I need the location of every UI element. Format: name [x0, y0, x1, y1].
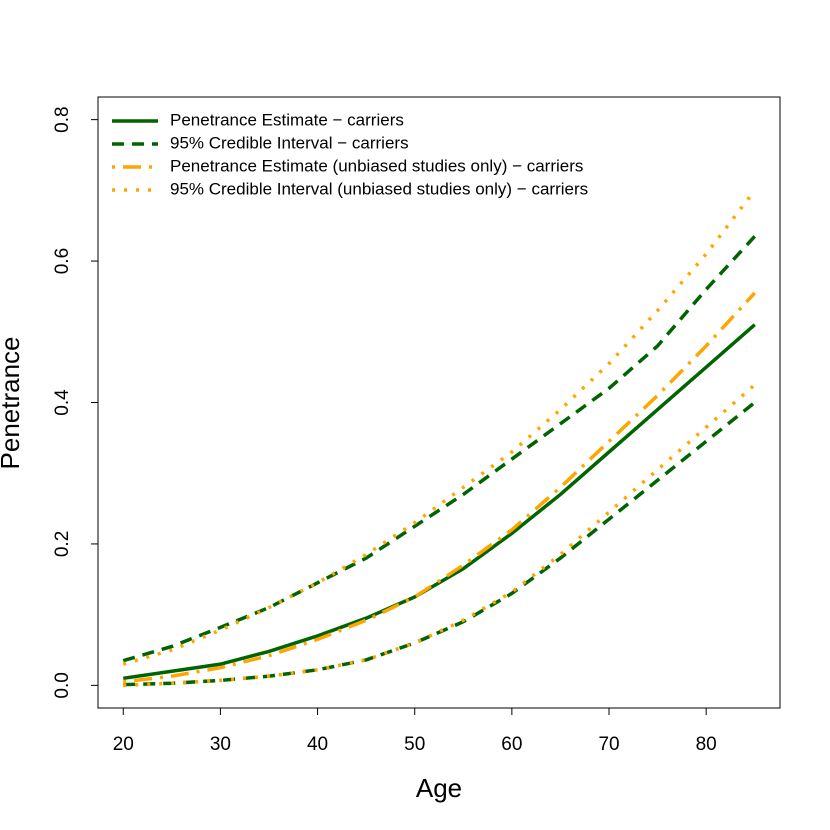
y-tick-label: 0.8 [52, 106, 73, 132]
x-tick-label: 70 [598, 734, 619, 755]
legend-label: 95% Credible Interval − carriers [170, 133, 409, 152]
x-axis-label: Age [416, 773, 462, 803]
y-tick-label: 0.0 [52, 672, 73, 698]
x-tick-label: 20 [113, 734, 134, 755]
legend-label: Penetrance Estimate − carriers [170, 110, 404, 129]
line [123, 291, 757, 684]
y-tick-label: 0.4 [52, 389, 73, 416]
x-tick-label: 80 [696, 734, 717, 755]
interval-lower [123, 401, 756, 687]
interval-upper [122, 235, 757, 663]
y-tick-label: 0.6 [52, 248, 73, 274]
line [123, 323, 756, 681]
legend-label: Penetrance Estimate (unbiased studies on… [170, 156, 583, 175]
y-tick-label: 0.2 [52, 531, 73, 557]
x-tick-label: 40 [307, 734, 328, 755]
interval-upper [122, 189, 757, 666]
x-tick-label: 30 [210, 734, 231, 755]
legend-label: 95% Credible Interval (unbiased studies … [170, 179, 588, 198]
x-tick-label: 60 [501, 734, 522, 755]
y-axis-label: Penetrance [0, 337, 25, 470]
x-tick-label: 50 [404, 734, 425, 755]
interval-lower [123, 383, 756, 688]
